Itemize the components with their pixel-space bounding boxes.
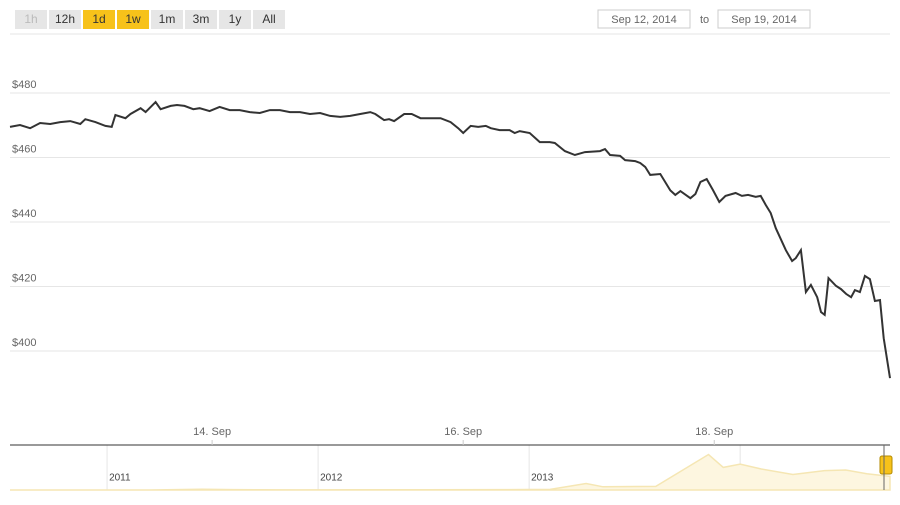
y-tick-label: $440 bbox=[12, 208, 36, 220]
nav-tick-label: 2013 bbox=[531, 473, 554, 484]
from-date: Sep 12, 2014 bbox=[611, 14, 676, 26]
range-button[interactable] bbox=[253, 10, 285, 29]
to-date: Sep 19, 2014 bbox=[731, 14, 796, 26]
nav-tick-label: 2012 bbox=[320, 473, 343, 484]
range-button-label: 1w bbox=[125, 12, 141, 26]
nav-area bbox=[10, 453, 891, 491]
x-tick-label: 14. Sep bbox=[193, 426, 231, 438]
to-label: to bbox=[700, 14, 709, 26]
range-button[interactable] bbox=[185, 10, 217, 29]
x-tick-label: 18. Sep bbox=[695, 426, 733, 438]
range-button[interactable] bbox=[117, 10, 149, 29]
range-button bbox=[15, 10, 47, 29]
navigator-handle[interactable] bbox=[879, 455, 893, 475]
range-button-label: 3m bbox=[193, 12, 210, 26]
range-button[interactable] bbox=[151, 10, 183, 29]
y-tick-label: $400 bbox=[12, 337, 36, 349]
range-button-label: 12h bbox=[55, 12, 75, 26]
range-button-label: 1h bbox=[24, 12, 37, 26]
from-input[interactable] bbox=[597, 9, 691, 29]
nav-tick-label: 2011 bbox=[109, 473, 131, 484]
range-button[interactable] bbox=[83, 10, 115, 29]
range-button[interactable] bbox=[49, 10, 81, 29]
to-input[interactable] bbox=[717, 9, 811, 29]
range-button-label: All bbox=[262, 12, 275, 26]
range-button[interactable] bbox=[219, 10, 251, 29]
price-line bbox=[9, 100, 891, 379]
range-button-label: 1d bbox=[92, 12, 105, 26]
range-button-label: 1y bbox=[229, 12, 242, 26]
x-tick-label: 16. Sep bbox=[444, 426, 482, 438]
y-tick-label: $460 bbox=[12, 144, 36, 156]
y-tick-label: $420 bbox=[12, 273, 36, 285]
range-button-label: 1m bbox=[159, 12, 176, 26]
y-tick-label: $480 bbox=[12, 79, 36, 91]
